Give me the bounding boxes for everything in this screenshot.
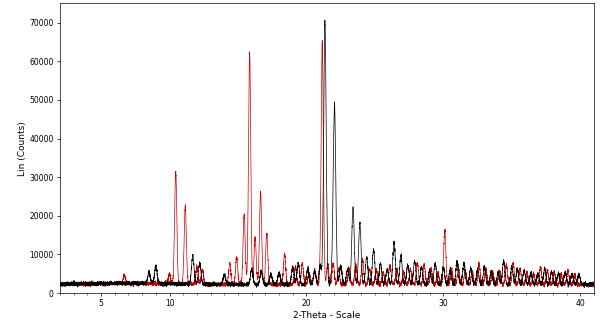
X-axis label: 2-Theta - Scale: 2-Theta - Scale <box>293 311 361 320</box>
Y-axis label: Lin (Counts): Lin (Counts) <box>17 121 26 175</box>
